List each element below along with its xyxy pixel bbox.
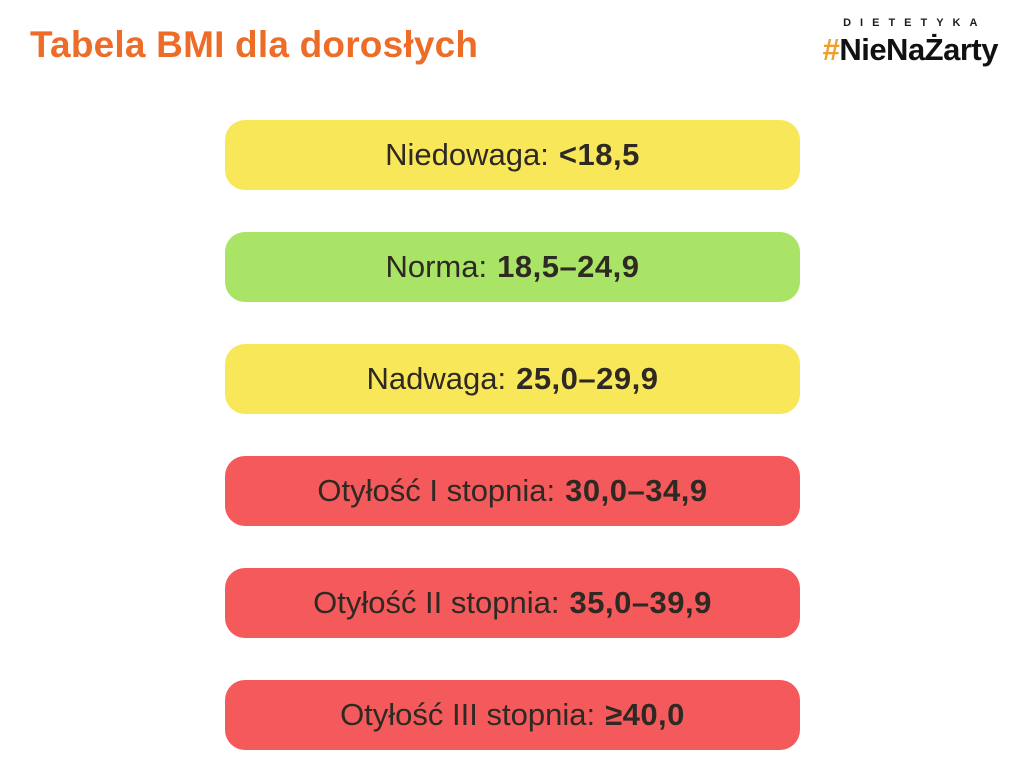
- brand-name-text: NieNaŻarty: [839, 32, 998, 67]
- bmi-row-label: Niedowaga:: [385, 137, 549, 172]
- bmi-row-label: Otyłość II stopnia:: [313, 585, 560, 620]
- bmi-row-value: 35,0–39,9: [569, 585, 712, 620]
- bmi-row-nadwaga: Nadwaga: 25,0–29,9: [225, 344, 800, 414]
- bmi-row-otylosc-2: Otyłość II stopnia: 35,0–39,9: [225, 568, 800, 638]
- bmi-row-otylosc-1: Otyłość I stopnia: 30,0–34,9: [225, 456, 800, 526]
- bmi-row-otylosc-3: Otyłość III stopnia: ≥40,0: [225, 680, 800, 750]
- bmi-table: Niedowaga: <18,5 Norma: 18,5–24,9 Nadwag…: [225, 120, 800, 750]
- hash-icon: #: [822, 32, 840, 67]
- bmi-row-norma: Norma: 18,5–24,9: [225, 232, 800, 302]
- bmi-row-value: 25,0–29,9: [516, 361, 659, 396]
- bmi-row-value: 18,5–24,9: [497, 249, 640, 284]
- bmi-row-value: ≥40,0: [605, 697, 685, 732]
- bmi-row-label: Nadwaga:: [366, 361, 507, 396]
- bmi-row-value: <18,5: [558, 137, 640, 172]
- brand-logo: DIETETYKA #NieNaŻarty: [822, 17, 999, 68]
- bmi-row-label: Norma:: [385, 249, 488, 284]
- brand-name: #NieNaŻarty: [822, 32, 999, 68]
- bmi-row-label: Otyłość III stopnia:: [340, 697, 596, 732]
- brand-tagline: DIETETYKA: [843, 17, 987, 29]
- bmi-row-label: Otyłość I stopnia:: [317, 473, 556, 508]
- bmi-row-niedowaga: Niedowaga: <18,5: [225, 120, 800, 190]
- page-title: Tabela BMI dla dorosłych: [30, 24, 479, 65]
- bmi-row-value: 30,0–34,9: [565, 473, 708, 508]
